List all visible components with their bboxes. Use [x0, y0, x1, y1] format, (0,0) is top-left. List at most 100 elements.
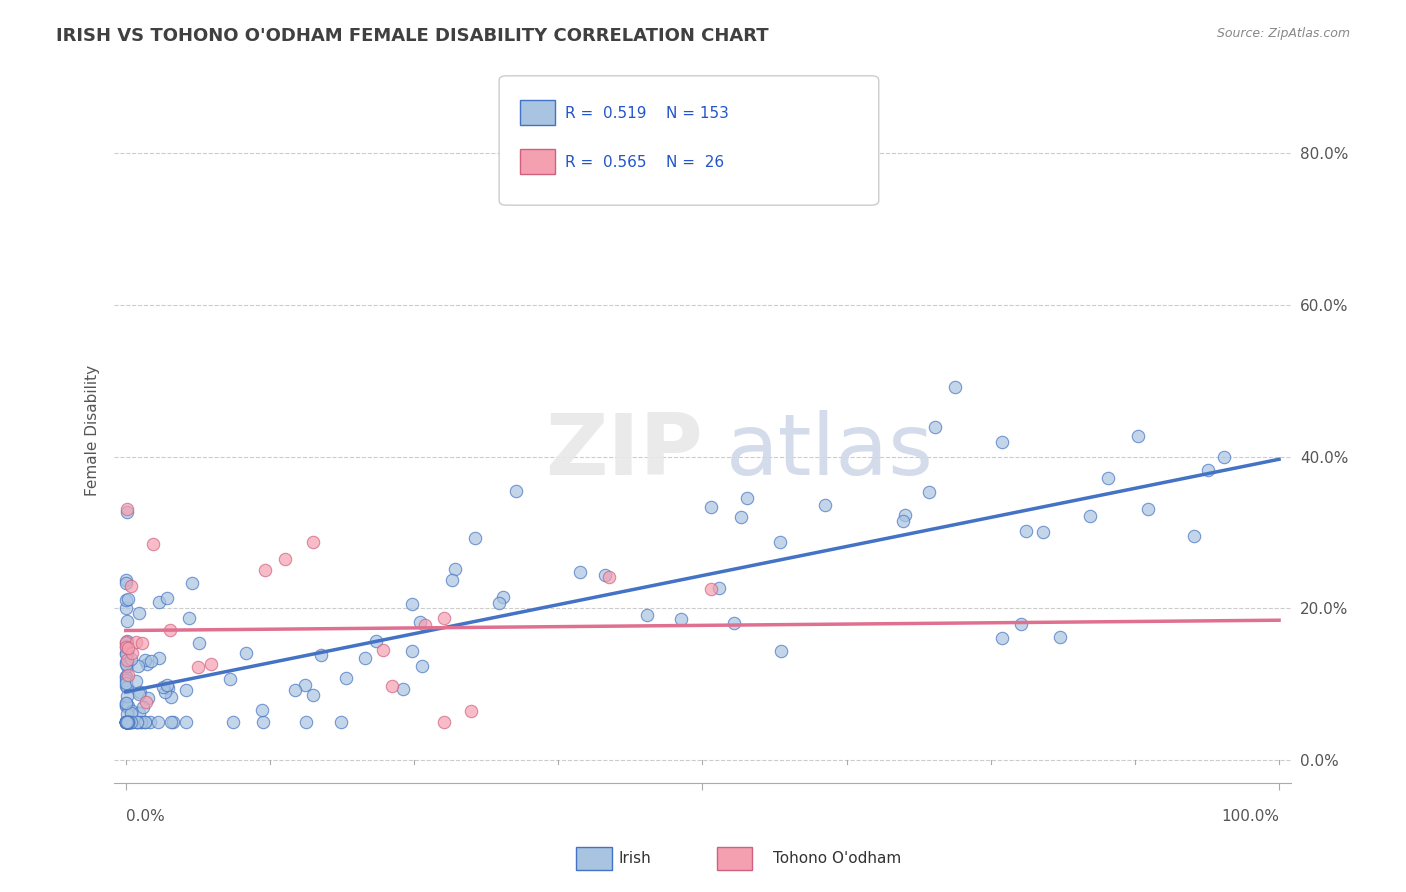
- Irish: [117, 714, 139, 729]
- Text: 100.0%: 100.0%: [1220, 809, 1279, 824]
- Irish: [409, 615, 432, 629]
- Irish: [120, 714, 142, 729]
- Irish: [129, 714, 152, 729]
- Irish: [177, 611, 200, 625]
- Irish: [222, 714, 245, 729]
- Irish: [770, 644, 793, 658]
- Irish: [138, 691, 160, 706]
- Irish: [115, 714, 138, 729]
- Text: 0.0%: 0.0%: [125, 809, 165, 824]
- Irish: [114, 679, 136, 693]
- Irish: [122, 714, 145, 729]
- Irish: [252, 714, 274, 729]
- Irish: [157, 681, 180, 695]
- Irish: [115, 707, 138, 722]
- Irish: [115, 714, 138, 729]
- Tohono O'odham: [381, 679, 404, 693]
- Irish: [134, 714, 156, 729]
- Irish: [115, 696, 138, 710]
- Irish: [284, 682, 307, 697]
- Irish: [115, 505, 138, 519]
- Irish: [148, 595, 170, 609]
- Irish: [117, 592, 139, 607]
- Irish: [354, 651, 377, 665]
- Irish: [114, 714, 136, 729]
- Irish: [120, 652, 142, 666]
- Tohono O'odham: [460, 704, 482, 718]
- Irish: [117, 714, 139, 729]
- Irish: [115, 714, 138, 729]
- Text: Source: ZipAtlas.com: Source: ZipAtlas.com: [1216, 27, 1350, 40]
- Irish: [294, 714, 316, 729]
- Tohono O'odham: [253, 563, 276, 577]
- Tohono O'odham: [117, 667, 139, 681]
- Irish: [125, 674, 148, 689]
- Irish: [1212, 450, 1234, 465]
- Irish: [114, 714, 136, 729]
- Irish: [117, 698, 139, 713]
- Irish: [893, 508, 915, 522]
- Irish: [139, 714, 162, 729]
- Text: atlas: atlas: [725, 409, 934, 492]
- Tohono O'odham: [115, 635, 138, 649]
- Tohono O'odham: [598, 570, 620, 584]
- Tohono O'odham: [413, 618, 436, 632]
- Irish: [440, 573, 463, 587]
- Irish: [411, 659, 433, 673]
- Irish: [115, 669, 138, 683]
- Irish: [148, 651, 170, 665]
- Irish: [115, 689, 138, 703]
- Irish: [148, 714, 170, 729]
- Irish: [1010, 617, 1032, 632]
- Irish: [120, 706, 142, 720]
- Irish: [127, 659, 149, 673]
- Irish: [121, 704, 143, 718]
- Irish: [364, 634, 387, 648]
- Tohono O'odham: [125, 634, 148, 648]
- Irish: [1197, 463, 1219, 477]
- Irish: [115, 646, 138, 660]
- Tohono O'odham: [200, 657, 222, 671]
- Irish: [180, 576, 202, 591]
- Irish: [117, 634, 139, 648]
- Irish: [117, 615, 139, 629]
- Irish: [114, 647, 136, 661]
- Text: Tohono O'odham: Tohono O'odham: [773, 852, 901, 866]
- Irish: [127, 714, 149, 729]
- Irish: [115, 680, 138, 694]
- Irish: [117, 714, 139, 729]
- Irish: [114, 673, 136, 688]
- Irish: [117, 714, 139, 729]
- Irish: [1015, 524, 1038, 538]
- Irish: [141, 654, 163, 668]
- Irish: [120, 714, 142, 729]
- Irish: [1136, 502, 1159, 516]
- Irish: [128, 607, 150, 621]
- Tohono O'odham: [121, 646, 143, 660]
- Irish: [114, 696, 136, 710]
- Tohono O'odham: [115, 653, 138, 667]
- Irish: [593, 567, 616, 582]
- Irish: [115, 655, 138, 669]
- Irish: [114, 636, 136, 650]
- Irish: [132, 700, 155, 714]
- Irish: [114, 576, 136, 591]
- Tohono O'odham: [274, 552, 297, 566]
- Irish: [118, 714, 141, 729]
- Irish: [294, 678, 316, 692]
- Irish: [114, 675, 136, 690]
- Tohono O'odham: [131, 636, 153, 650]
- Irish: [814, 498, 837, 512]
- Irish: [134, 714, 156, 729]
- Irish: [114, 714, 136, 729]
- Irish: [335, 671, 357, 685]
- Irish: [115, 657, 138, 672]
- Irish: [114, 698, 136, 712]
- Irish: [153, 684, 176, 698]
- Irish: [118, 714, 141, 729]
- Irish: [707, 581, 730, 595]
- Irish: [159, 714, 181, 729]
- Irish: [488, 596, 510, 610]
- Irish: [1097, 471, 1119, 485]
- Irish: [991, 434, 1014, 449]
